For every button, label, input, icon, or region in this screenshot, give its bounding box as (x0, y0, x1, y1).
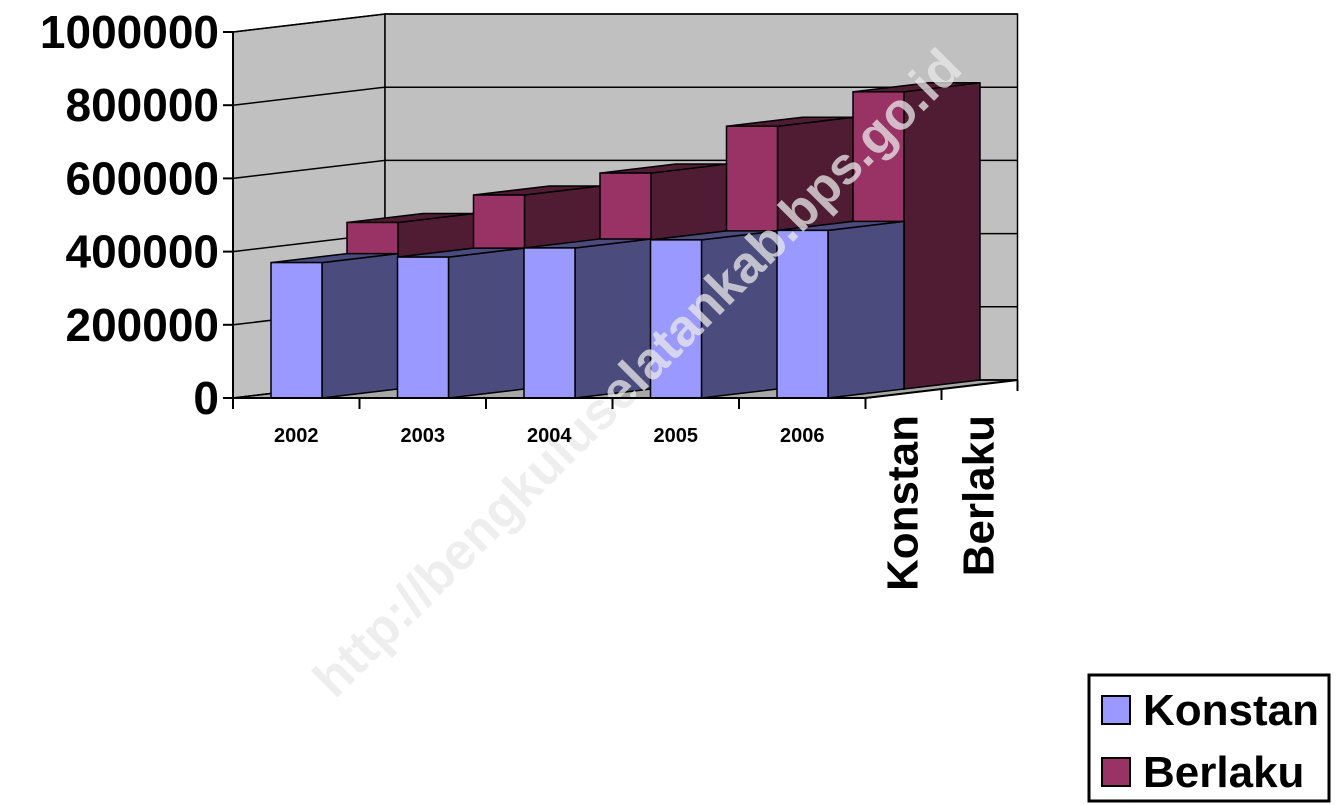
bar-front-face (523, 247, 576, 399)
bar-side-face (321, 252, 399, 399)
x-tick-label: 2006 (780, 425, 825, 447)
bar-front-face (270, 261, 323, 399)
y-tick-label: 0 (193, 372, 219, 424)
legend-label-konstan: Konstan (1143, 686, 1319, 735)
gridline (232, 86, 1018, 106)
y-tick-label: 200000 (66, 299, 220, 351)
x-tick-label: 2004 (527, 425, 572, 447)
bar-konstan-2004 (523, 238, 652, 399)
bars-group (270, 81, 981, 399)
bar-konstan-2003 (396, 247, 526, 399)
bar-side-face (827, 220, 905, 399)
y-tick-label: 800000 (66, 79, 220, 131)
z-tick-label: Berlaku (955, 415, 1004, 576)
y-tick-label: 400000 (66, 226, 220, 278)
y-tick-label: 600000 (66, 152, 220, 204)
x-tick-label: 2003 (401, 425, 446, 447)
legend-swatch-konstan (1101, 695, 1131, 725)
bar-front-face (776, 229, 829, 399)
legend-swatch-berlaku (1101, 757, 1131, 787)
x-tick-label: 2005 (654, 425, 699, 447)
labels-group: 0 200000 400000 600000 800000 1000000 2002 2003… (40, 6, 1004, 591)
axes-group (223, 31, 1019, 409)
y-tick-label: 1000000 (40, 6, 219, 58)
bar-konstan-2006 (776, 220, 905, 399)
gridline (232, 13, 1018, 33)
z-tick-label: Konstan (879, 415, 928, 591)
bar-side-face (447, 247, 526, 399)
legend: Konstan Berlaku (1087, 673, 1331, 803)
legend-label-berlaku: Berlaku (1143, 748, 1304, 797)
x-tick-label: 2002 (274, 425, 319, 447)
bar-konstan-2002 (270, 252, 399, 399)
bar-front-face (396, 256, 450, 399)
